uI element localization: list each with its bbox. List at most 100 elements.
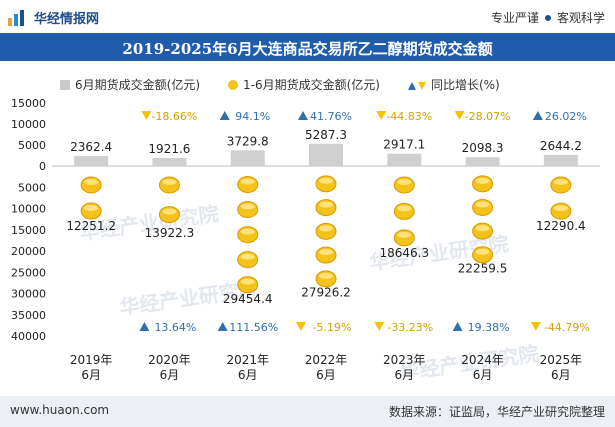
coin-shine — [397, 231, 412, 238]
coin-shine — [553, 205, 568, 212]
triangle-up-icon — [298, 111, 308, 120]
cumulative-value-label: 18646.3 — [379, 246, 429, 260]
coin-shine — [475, 248, 490, 255]
y-tick-label: 15000 — [11, 224, 46, 237]
triangle-up-icon — [139, 322, 150, 331]
y-tick-label: 0 — [39, 160, 46, 173]
x-tick-label: 2020年 6月 — [148, 353, 191, 382]
slogan-left: 专业严谨 — [490, 11, 539, 25]
slogan-right: 客观科学 — [556, 11, 605, 25]
monthly-yoy-label: 94.1% — [235, 110, 270, 123]
coin-icon — [472, 222, 494, 240]
monthly-bar — [543, 154, 578, 166]
triangle-down-icon — [376, 111, 387, 120]
coin-shine — [475, 225, 490, 232]
coin-shine — [397, 205, 412, 212]
y-tick-label: 5000 — [18, 139, 46, 152]
cumulative-value-label: 12251.2 — [66, 219, 116, 233]
coin-icon — [315, 222, 337, 240]
footer-source: 数据来源：证监局，华经产业研究院整理 — [388, 405, 605, 419]
coin-icon — [158, 206, 180, 224]
up-down-triangle-icon — [407, 81, 426, 90]
monthly-value-label: 2098.3 — [462, 141, 504, 155]
site-logo[interactable]: 华经情报网 — [8, 8, 99, 27]
triangle-down-icon — [296, 322, 306, 331]
coin-icon — [158, 176, 180, 194]
triangle-down-icon — [374, 322, 385, 331]
coin-shine — [475, 177, 490, 184]
coin-shine — [162, 179, 177, 185]
y-tick-label: 30000 — [11, 288, 46, 301]
footer: www.huaon.com 数据来源：证监局，华经产业研究院整理 — [0, 396, 615, 427]
slogan: 专业严谨 客观科学 — [491, 9, 605, 26]
coin-icon — [315, 270, 337, 288]
coin-icon — [472, 198, 494, 216]
y-tick-label: 5000 — [18, 181, 46, 194]
coin-icon — [237, 176, 259, 194]
coin-shine — [397, 179, 412, 185]
monthly-bar — [74, 156, 109, 166]
coin-icon — [237, 276, 259, 294]
monthly-value-label: 2362.4 — [70, 140, 112, 154]
monthly-bar — [387, 153, 422, 166]
y-tick-label: 25000 — [11, 266, 46, 279]
chart-title: 2019-2025年6月大连商品交易所乙二醇期货成交金额 — [122, 40, 493, 58]
cumulative-value-label: 12290.4 — [536, 219, 586, 233]
cumulative-value-label: 27926.2 — [301, 286, 351, 300]
chart-area: 华经产业研究院华经产业研究院华经产业研究院华经产业研究院150001000050… — [11, 97, 600, 385]
coin-icon — [315, 175, 337, 193]
legend-monthly-label: 6月期货成交金额(亿元) — [75, 78, 200, 92]
coin-shine — [240, 253, 255, 260]
monthly-bar — [152, 157, 187, 166]
legend-cumulative: 1-6月期货成交金额(亿元) — [228, 76, 380, 93]
coin-shine — [84, 179, 99, 185]
monthly-value-label: 2644.2 — [540, 139, 582, 153]
top-bar: 华经情报网 专业严谨 客观科学 — [0, 0, 615, 34]
coin-shine — [240, 203, 255, 210]
cumulative-yoy-label: -44.79% — [544, 321, 590, 334]
monthly-value-label: 3729.8 — [227, 134, 269, 148]
coin-icon — [472, 246, 494, 264]
coin-icon — [393, 229, 415, 247]
coin-shine — [240, 278, 255, 285]
x-tick-label: 2021年 6月 — [226, 353, 269, 382]
x-tick-label: 2025年 6月 — [540, 353, 583, 382]
legend-yoy: 同比增长(%) — [407, 76, 500, 93]
coin-shine — [319, 249, 333, 256]
monthly-yoy-label: -18.66% — [151, 110, 197, 123]
coin-icon — [393, 202, 415, 220]
monthly-bar — [230, 150, 265, 166]
cumulative-yoy-label: 13.64% — [154, 321, 196, 334]
coin-icon — [80, 202, 102, 220]
coin-icon — [550, 202, 572, 220]
legend: 6月期货成交金额(亿元) 1-6月期货成交金额(亿元) 同比增长(%) — [60, 76, 500, 93]
x-tick-label: 2023年 6月 — [383, 353, 426, 382]
monthly-yoy-label: -44.83% — [386, 110, 432, 123]
coin-shine — [475, 201, 490, 208]
monthly-yoy-label: 26.02% — [545, 110, 587, 123]
y-tick-label: 10000 — [11, 203, 46, 216]
cumulative-yoy-label: 19.38% — [468, 321, 510, 334]
y-tick-label: 40000 — [11, 330, 46, 343]
monthly-value-label: 2917.1 — [383, 138, 425, 152]
x-tick-label: 2022年 6月 — [305, 353, 348, 382]
legend-monthly-swatch — [60, 79, 70, 90]
coin-shine — [319, 272, 333, 279]
legend-cumulative-label: 1-6月期货成交金额(亿元) — [243, 78, 380, 92]
monthly-yoy-label: 41.76% — [310, 110, 352, 123]
triangle-down-icon — [141, 111, 152, 120]
monthly-value-label: 5287.3 — [305, 128, 347, 142]
y-tick-label: 20000 — [11, 245, 46, 258]
cumulative-yoy-label: 111.56% — [229, 321, 278, 334]
coin-icon — [393, 176, 415, 194]
coin-icon — [315, 199, 337, 217]
cumulative-value-label: 22259.5 — [458, 262, 508, 276]
legend-yoy-label: 同比增长(%) — [430, 78, 500, 92]
coin-shine — [553, 179, 568, 185]
footer-url[interactable]: www.huaon.com — [10, 403, 110, 417]
triangle-up-icon — [217, 322, 228, 331]
monthly-value-label: 1921.6 — [148, 142, 190, 156]
monthly-yoy-label: -28.07% — [465, 110, 511, 123]
monthly-bar — [309, 143, 343, 166]
cumulative-value-label: 13922.3 — [145, 226, 195, 240]
